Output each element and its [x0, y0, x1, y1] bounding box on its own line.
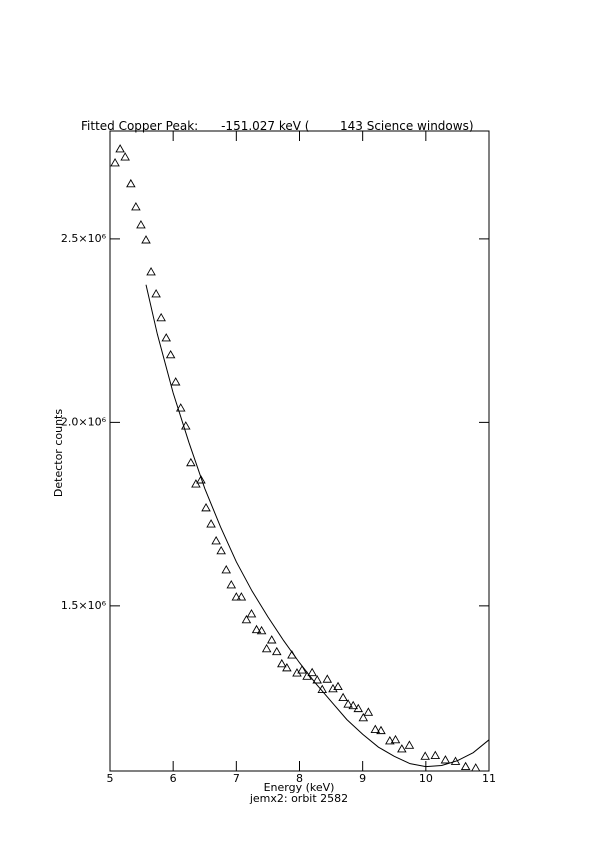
data-point: [141, 235, 151, 244]
data-point: [241, 614, 252, 624]
data-point: [307, 667, 317, 677]
subtitle: jemx2: orbit 2582: [249, 792, 348, 805]
data-point: [131, 202, 141, 211]
y-tick-label: 2.5×10⁶: [61, 232, 107, 245]
x-tick-label: 6: [170, 772, 177, 785]
y-tick-label: 1.5×10⁶: [61, 599, 107, 612]
data-point: [292, 668, 302, 677]
data-point: [251, 624, 262, 634]
data-point: [170, 377, 181, 386]
data-point: [151, 289, 161, 298]
data-point: [191, 479, 201, 488]
fit-line: [145, 284, 490, 768]
data-point: [420, 751, 430, 760]
data-point: [348, 700, 358, 710]
data-point: [216, 545, 226, 555]
data-point: [440, 755, 451, 764]
data-point: [363, 707, 374, 716]
data-point: [404, 740, 415, 749]
data-point: [206, 519, 216, 528]
data-point: [282, 662, 292, 672]
data-point: [120, 152, 130, 161]
data-point: [136, 220, 146, 229]
data-point: [126, 178, 136, 188]
y-tick-label: 2.0×10⁶: [61, 415, 107, 428]
x-tick-label: 8: [296, 772, 303, 785]
x-axis-label: Energy (keV): [264, 781, 335, 794]
y-axis-label: Detector counts: [52, 409, 65, 497]
data-point: [175, 403, 186, 412]
data-point: [231, 592, 242, 601]
x-tick-label: 9: [359, 772, 366, 785]
chart-title: Fitted Copper Peak: -151.027 keV ( 143 S…: [81, 119, 474, 133]
data-point: [430, 750, 441, 760]
data-point: [226, 580, 237, 589]
data-point: [236, 592, 247, 601]
data-point: [312, 675, 322, 684]
data-point: [266, 635, 277, 644]
data-point: [165, 349, 176, 359]
data-point: [246, 609, 257, 618]
data-point: [338, 692, 348, 702]
data-point: [186, 457, 196, 467]
data-point: [161, 333, 171, 342]
x-tick-label: 7: [233, 772, 240, 785]
data-point: [390, 734, 401, 744]
data-point: [460, 761, 471, 771]
data-point: [110, 158, 120, 167]
data-point: [370, 724, 381, 733]
x-tick-label: 5: [107, 772, 114, 785]
data-point: [376, 725, 386, 735]
x-tick-label: 10: [419, 772, 433, 785]
data-point: [211, 536, 221, 545]
data-point: [196, 475, 206, 484]
data-point: [333, 681, 343, 691]
data-point: [256, 625, 267, 635]
x-tick-label: 11: [482, 772, 496, 785]
data-point: [358, 712, 369, 722]
data-point: [343, 699, 353, 708]
data-point: [297, 665, 307, 674]
data-point: [146, 267, 156, 276]
data-point: [397, 744, 407, 753]
data-point: [115, 144, 125, 153]
data-point: [156, 312, 166, 322]
data-point: [261, 643, 272, 653]
data-point: [385, 736, 395, 745]
data-point: [470, 763, 481, 772]
data-point: [221, 564, 232, 574]
data-point: [277, 658, 287, 668]
data-point: [201, 502, 211, 512]
data-point: [353, 703, 364, 713]
data-point: [271, 646, 282, 656]
data-point: [322, 674, 333, 683]
